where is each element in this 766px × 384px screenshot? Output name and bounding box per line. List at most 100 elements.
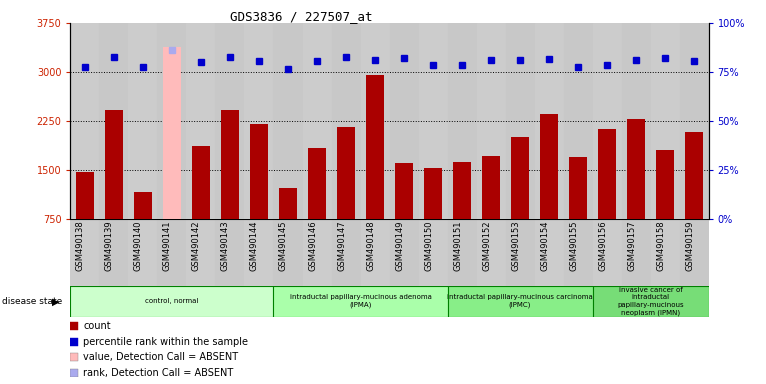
Text: value, Detection Call = ABSENT: value, Detection Call = ABSENT [83,353,238,362]
Text: percentile rank within the sample: percentile rank within the sample [83,337,248,347]
Bar [303,23,332,219]
Bar [273,286,447,317]
Text: GSM490147: GSM490147 [337,220,346,271]
Bar [650,219,679,286]
Bar [129,23,158,219]
Bar [70,23,100,219]
Bar [308,148,326,219]
Bar [679,23,709,219]
Bar [656,151,675,219]
Bar [568,157,588,219]
Bar [162,47,182,219]
Text: GSM490152: GSM490152 [482,220,491,271]
Bar [593,286,709,317]
Bar [250,124,268,219]
Text: GSM490144: GSM490144 [250,220,259,271]
Bar [332,219,361,286]
Bar [511,137,529,219]
Bar [535,219,564,286]
Bar [447,286,593,317]
Bar [273,23,303,219]
Bar [361,219,390,286]
Text: GSM490150: GSM490150 [424,220,433,271]
Bar [279,187,297,219]
Bar [215,219,244,286]
Bar [361,23,390,219]
Bar [679,219,709,286]
Bar [129,219,158,286]
Bar [506,23,535,219]
Bar [535,23,564,219]
Bar [244,23,273,219]
Text: intraductal papillary-mucinous adenoma
(IPMA): intraductal papillary-mucinous adenoma (… [290,295,431,308]
Bar [424,168,443,219]
Text: GSM490149: GSM490149 [395,220,404,271]
Bar [447,23,476,219]
Text: count: count [83,321,111,331]
Bar [390,23,418,219]
Bar [593,23,621,219]
Bar [476,219,506,286]
Bar [192,146,211,219]
Text: invasive cancer of
intraductal
papillary-mucinous
neoplasm (IPMN): invasive cancer of intraductal papillary… [617,287,684,316]
Bar [597,129,617,219]
Text: GSM490140: GSM490140 [134,220,143,271]
Text: GSM490156: GSM490156 [598,220,607,271]
Bar [453,162,471,219]
Bar [100,23,129,219]
Bar [158,219,186,286]
Text: GSM490148: GSM490148 [366,220,375,271]
Bar [390,219,418,286]
Bar [158,23,186,219]
Text: GSM490159: GSM490159 [685,220,694,271]
Bar [186,23,215,219]
Bar [506,219,535,286]
Bar [418,219,447,286]
Text: GSM490145: GSM490145 [279,220,288,271]
Bar [593,219,621,286]
Bar [482,156,500,219]
Bar [104,110,123,219]
Bar [70,286,273,317]
Bar [76,172,94,219]
Bar [621,219,650,286]
Bar [394,164,414,219]
Bar [70,219,100,286]
Text: GSM490138: GSM490138 [76,220,85,271]
Text: GSM490151: GSM490151 [453,220,462,271]
Text: GSM490157: GSM490157 [627,220,636,271]
Bar [476,23,506,219]
Text: ▶: ▶ [52,296,60,306]
Bar [447,219,476,286]
Text: GSM490141: GSM490141 [163,220,172,271]
Text: GSM490154: GSM490154 [540,220,549,271]
Text: GSM490153: GSM490153 [511,220,520,271]
Text: control, normal: control, normal [146,298,198,305]
Bar [133,192,152,219]
Text: GSM490142: GSM490142 [192,220,201,271]
Bar [336,127,355,219]
Text: intraductal papillary-mucinous carcinoma
(IPMC): intraductal papillary-mucinous carcinoma… [447,295,593,308]
Text: disease state: disease state [2,297,62,306]
Text: GSM490139: GSM490139 [105,220,114,271]
Text: GSM490155: GSM490155 [569,220,578,271]
Bar [564,23,593,219]
Bar [215,23,244,219]
Bar [186,219,215,286]
Bar [244,219,273,286]
Bar [273,219,303,286]
Text: GSM490143: GSM490143 [221,220,230,271]
Bar [332,23,361,219]
Text: GSM490158: GSM490158 [656,220,665,271]
Bar [539,114,558,219]
Bar [685,132,703,219]
Bar [100,219,129,286]
Bar [418,23,447,219]
Bar [221,110,240,219]
Bar [303,219,332,286]
Bar [564,219,593,286]
Text: rank, Detection Call = ABSENT: rank, Detection Call = ABSENT [83,368,234,378]
Bar [627,119,646,219]
Bar [365,74,385,219]
Text: GSM490146: GSM490146 [308,220,317,271]
